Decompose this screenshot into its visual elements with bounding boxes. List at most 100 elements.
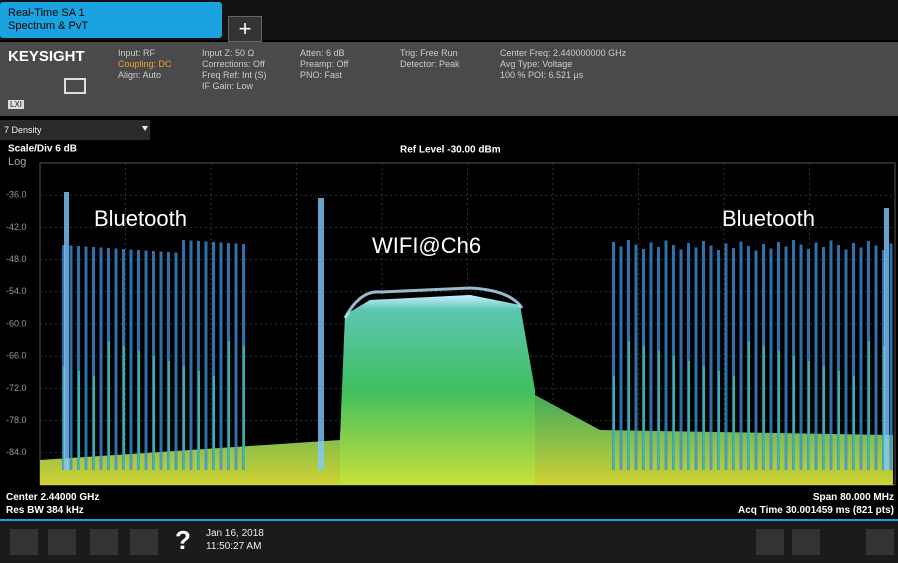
add-tab-button[interactable]: +	[228, 16, 262, 42]
signal-trace	[628, 341, 630, 470]
signal-trace	[205, 242, 208, 471]
fullscreen-button[interactable]	[866, 529, 894, 555]
y-label: -42.0	[6, 222, 27, 232]
page: Real-Time SA 1 Spectrum & PvT + KEYSIGHT…	[0, 0, 898, 561]
signal-trace	[318, 198, 324, 470]
remote-icon[interactable]	[64, 78, 86, 94]
setting: Corrections: Off	[202, 59, 265, 70]
signal-trace	[860, 248, 863, 471]
signal-trace	[198, 371, 200, 470]
file-button[interactable]	[130, 529, 158, 555]
signal-trace	[78, 371, 80, 470]
center-freq: Center 2.44000 GHz	[6, 492, 99, 503]
lxi-badge: LXI	[8, 100, 24, 109]
setting: Trig: Free Run	[400, 48, 458, 59]
signal-trace	[695, 248, 698, 471]
signal-trace	[213, 376, 215, 470]
y-label: -78.0	[6, 415, 27, 425]
signal-trace	[635, 245, 638, 471]
tab-title: Real-Time SA 1	[8, 7, 85, 19]
setting: Input Z: 50 Ω	[202, 48, 254, 59]
signal-trace	[785, 247, 788, 471]
setting: Align: Auto	[118, 70, 161, 81]
setting: Input: RF	[118, 48, 155, 59]
date: Jan 16, 2018	[206, 528, 264, 539]
taskbar: ? Jan 16, 2018 11:50:27 AM	[0, 519, 898, 563]
setting: Freq Ref: Int (S)	[202, 70, 267, 81]
signal-trace	[778, 351, 780, 470]
signal-trace	[884, 208, 889, 470]
signal-trace	[220, 243, 223, 471]
start-button[interactable]	[10, 529, 38, 555]
signal-trace	[853, 376, 855, 470]
signal-trace	[680, 250, 683, 471]
signal-trace	[123, 346, 125, 470]
signal-trace	[190, 241, 193, 471]
signal-trace	[718, 371, 720, 470]
setting: Coupling: DC	[118, 59, 172, 70]
redo-button[interactable]	[90, 529, 118, 555]
signal-trace	[643, 346, 645, 470]
setting: Detector: Peak	[400, 59, 460, 70]
undo-button[interactable]	[48, 529, 76, 555]
ref-level: Ref Level -30.00 dBm	[400, 145, 501, 156]
tab[interactable]: Real-Time SA 1 Spectrum & PvT	[0, 2, 222, 38]
y-label: -66.0	[6, 351, 27, 361]
scale-label: Scale/Div 6 dB	[8, 144, 77, 155]
signal-trace	[748, 341, 750, 470]
signal-trace	[890, 244, 893, 471]
signal-trace	[763, 346, 765, 470]
signal-trace	[650, 243, 653, 471]
touch-button[interactable]	[792, 529, 820, 555]
y-label: -72.0	[6, 383, 27, 393]
annotation: WIFI@Ch6	[372, 233, 481, 258]
dropdown[interactable]: 7 Density	[0, 120, 150, 140]
setting: Preamp: Off	[300, 59, 348, 70]
signal-trace	[868, 341, 870, 470]
dropdown-label: 7 Density	[4, 125, 42, 136]
signal-trace	[845, 250, 848, 471]
y-label: -54.0	[6, 286, 27, 296]
signal-trace	[108, 341, 110, 470]
y-label: -84.0	[6, 447, 27, 457]
signal-trace	[808, 361, 810, 470]
spectrum-plot: Scale/Div 6 dB Log Ref Level -30.00 dBm …	[0, 140, 898, 490]
signal-trace	[823, 366, 825, 470]
annotation: Bluetooth	[94, 206, 187, 231]
signal-trace	[228, 341, 230, 470]
annotation: Bluetooth	[722, 206, 815, 231]
signal-trace	[115, 249, 118, 471]
signal-trace	[838, 371, 840, 470]
signal-trace	[160, 252, 163, 471]
signal-trace	[100, 248, 103, 471]
y-label: -48.0	[6, 254, 27, 264]
signal-trace	[64, 192, 69, 470]
signal-trace	[613, 376, 615, 470]
time: 11:50:27 AM	[206, 541, 261, 552]
signal-trace	[673, 356, 675, 470]
signal-trace	[830, 241, 833, 471]
signal-trace	[168, 361, 170, 470]
tab-subtitle: Spectrum & PvT	[8, 20, 88, 32]
signal-trace	[703, 366, 705, 470]
signal-trace	[800, 245, 803, 471]
setting: IF Gain: Low	[202, 81, 253, 92]
signal-trace	[85, 247, 88, 471]
dropdown-arrow	[142, 126, 148, 131]
setting: 100 % POI: 6.521 µs	[500, 70, 583, 81]
signal-trace	[175, 253, 178, 471]
signal-trace	[658, 351, 660, 470]
keypad-button[interactable]	[756, 529, 784, 555]
signal-trace	[145, 251, 148, 471]
brand: KEYSIGHT	[8, 48, 85, 65]
setting: PNO: Fast	[300, 70, 342, 81]
help-button[interactable]: ?	[170, 525, 196, 557]
y-label: -60.0	[6, 318, 27, 328]
signal-trace	[153, 356, 155, 470]
res-bw: Res BW 384 kHz	[6, 505, 84, 516]
signal-trace	[815, 243, 818, 471]
signal-trace	[733, 376, 735, 470]
signal-trace	[70, 246, 73, 471]
span: Span 80.000 MHz	[813, 492, 894, 503]
